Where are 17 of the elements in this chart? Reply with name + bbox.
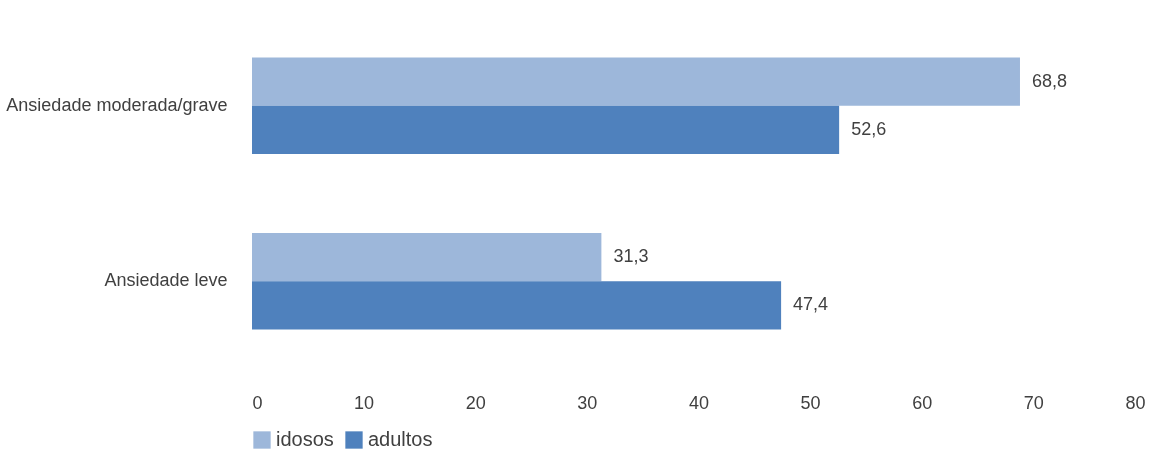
y-tick-label: Ansiedade leve <box>104 270 228 291</box>
x-tick-label: 20 <box>465 392 486 413</box>
x-tick-label: 0 <box>252 392 263 413</box>
x-tick-label: 60 <box>912 392 933 413</box>
data-label: 47,4 <box>793 294 829 315</box>
x-tick-label: 50 <box>800 392 821 413</box>
legend-label: idosos <box>276 428 334 450</box>
x-tick-label: 40 <box>688 392 710 413</box>
data-label: 68,8 <box>1031 70 1068 91</box>
legend-label: adultos <box>368 428 433 450</box>
x-tick-label: 30 <box>577 392 598 413</box>
y-tick-label: Ansiedade moderada/grave <box>6 94 228 115</box>
x-tick-label: 10 <box>354 392 375 413</box>
x-tick-label: 80 <box>1125 392 1146 413</box>
data-label: 52,6 <box>851 118 887 139</box>
x-tick-label: 70 <box>1023 392 1044 413</box>
data-label: 31,3 <box>613 246 649 267</box>
